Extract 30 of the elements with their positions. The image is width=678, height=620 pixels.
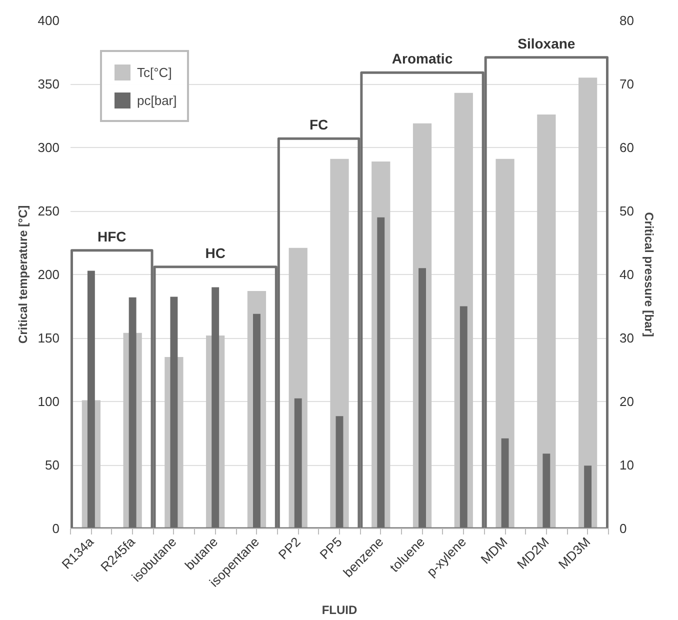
- y-tick-label: 350: [38, 76, 60, 92]
- legend-label: Tc[°C]: [137, 64, 172, 80]
- y2-tick-label: 50: [620, 204, 634, 218]
- x-tick-label: PP5: [316, 534, 345, 562]
- x-axis-title: FLUID: [322, 603, 358, 618]
- x-tick-label: PP2: [275, 534, 304, 562]
- y-axis-title: Critical temperature [°C]: [16, 205, 30, 344]
- y-tick-label: 250: [38, 204, 60, 218]
- annotation: FC: [309, 116, 328, 133]
- y-tick-label: 0: [52, 521, 60, 536]
- annotation: HFC: [98, 228, 126, 244]
- y2-tick-label: 30: [620, 330, 634, 346]
- y-tick-label: 300: [38, 140, 60, 155]
- y2-tick-label: 20: [620, 394, 634, 409]
- y2-tick-label: 80: [620, 13, 634, 28]
- legend-label: pc[bar]: [137, 92, 177, 108]
- annotation: Siloxane: [518, 35, 576, 52]
- y-tick-label: 100: [38, 394, 60, 409]
- y-tick-label: 200: [38, 267, 60, 282]
- y-tick-label: 50: [45, 458, 60, 472]
- y2-tick-label: 60: [620, 140, 634, 155]
- y2-tick-label: 0: [620, 521, 627, 536]
- annotation: Aromatic: [392, 50, 453, 67]
- annotation: HC: [205, 244, 226, 261]
- y2-tick-label: 40: [620, 267, 634, 282]
- y2-tick-label: 70: [620, 76, 634, 92]
- y2-tick-label: 10: [620, 458, 634, 472]
- y-tick-label: 150: [38, 330, 60, 346]
- y2-axis-title: Critical pressure [bar]: [642, 212, 656, 337]
- y-tick-label: 400: [38, 13, 60, 28]
